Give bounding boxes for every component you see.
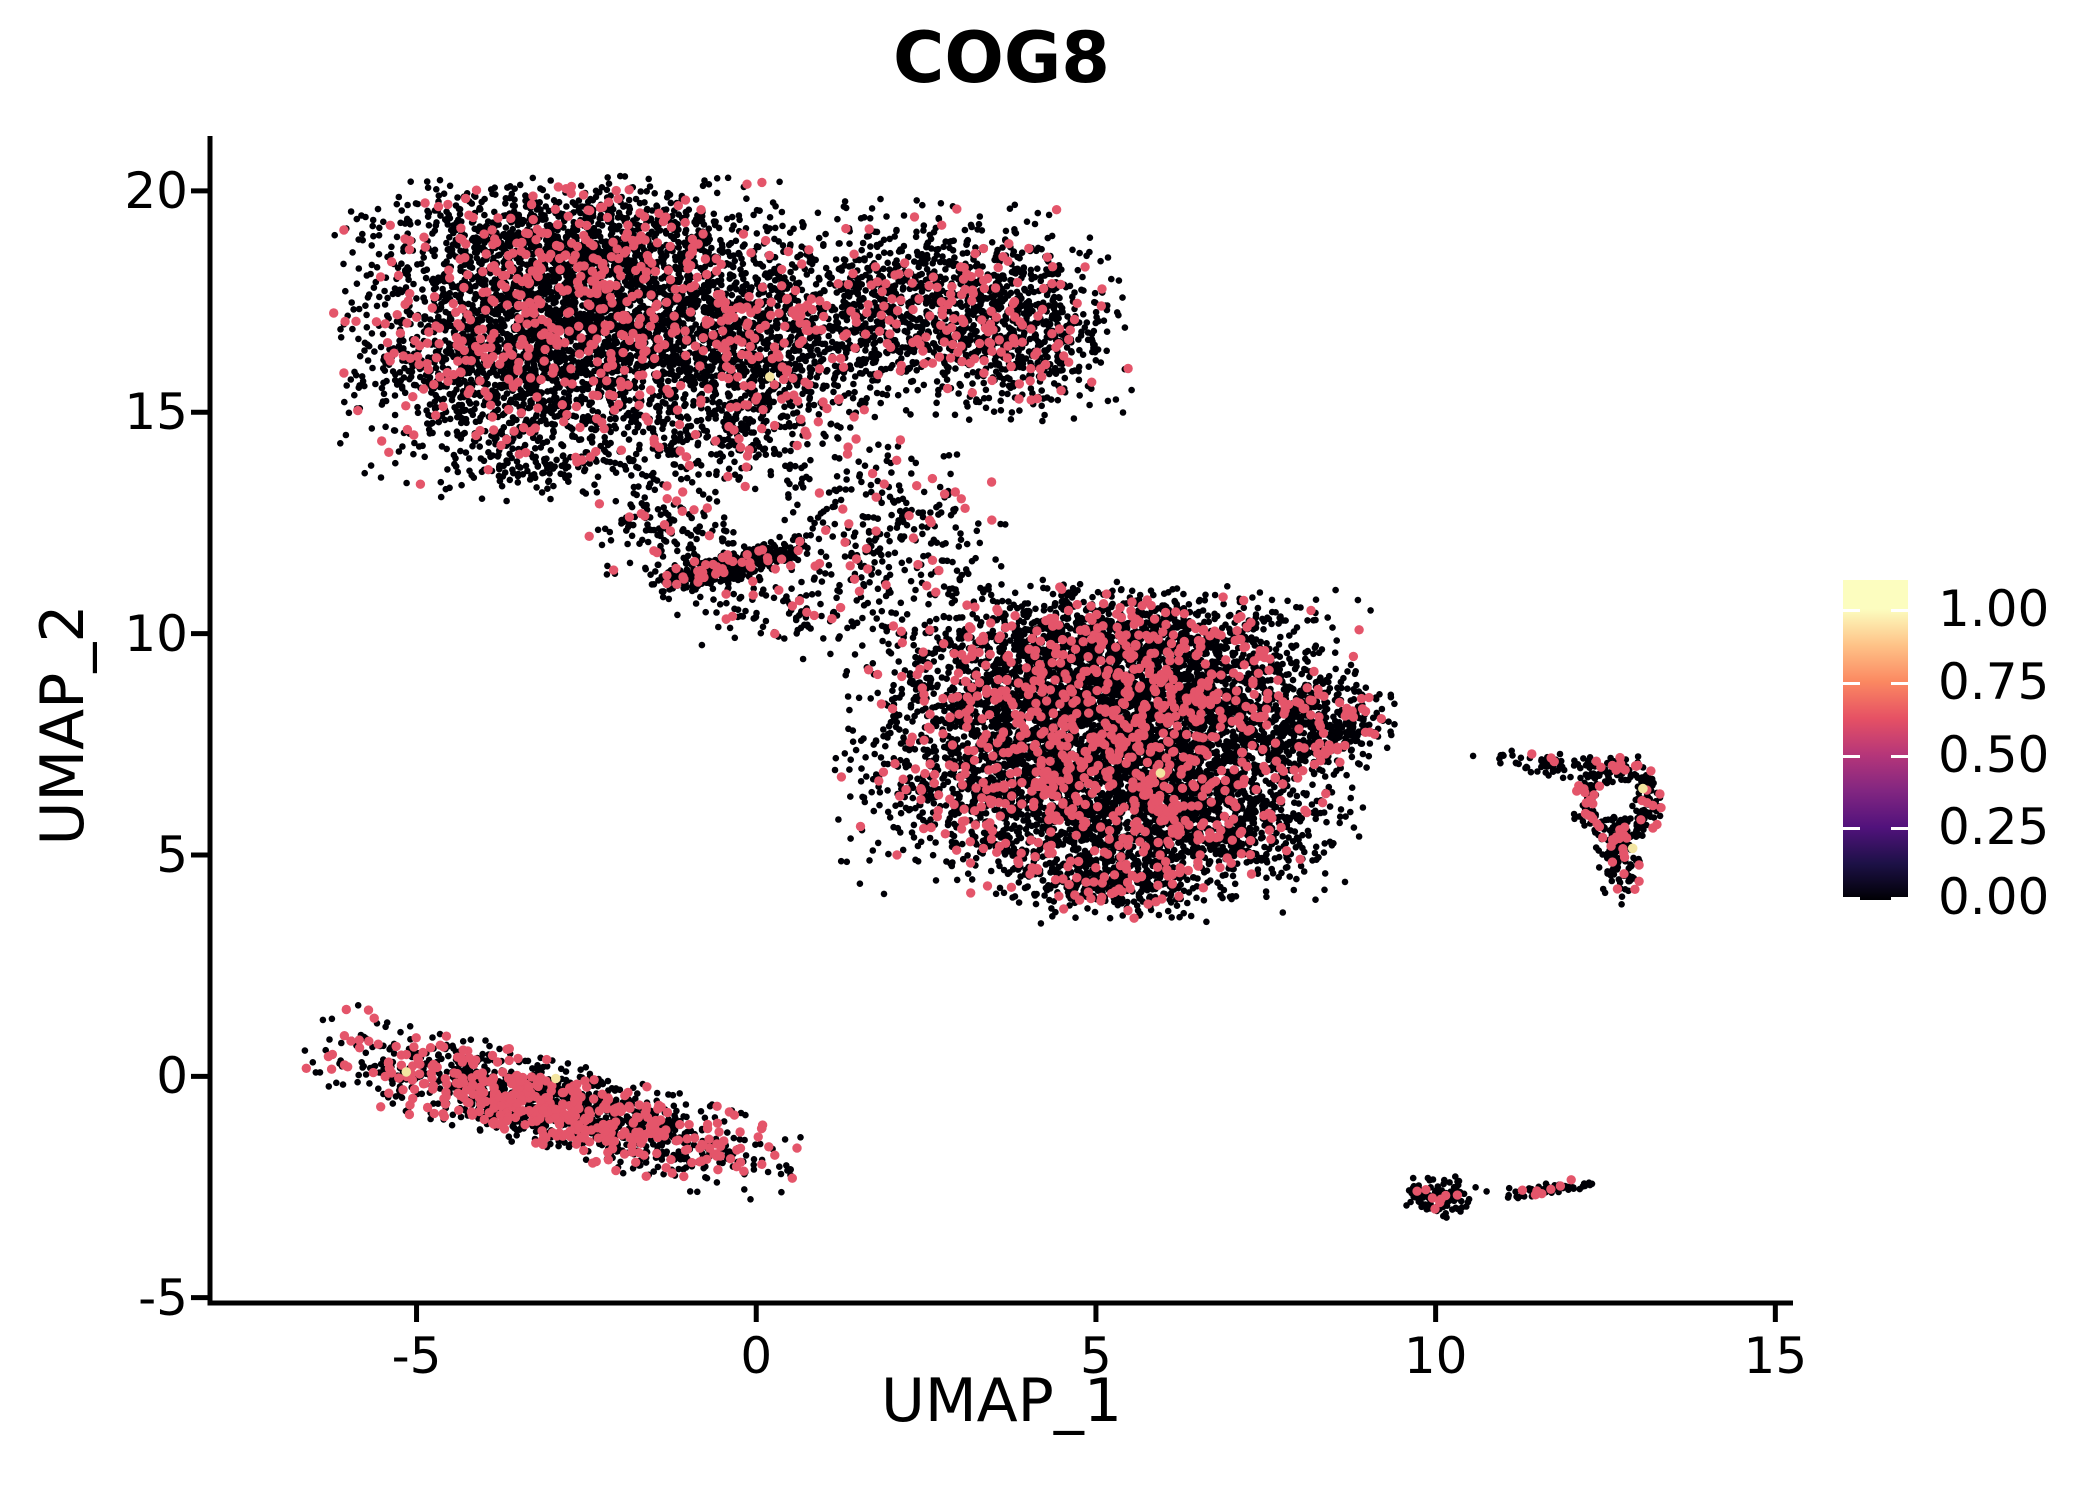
colorbar-tick-mark bbox=[1891, 755, 1908, 758]
x-tick-label: 15 bbox=[1743, 1327, 1808, 1385]
colorbar-tick-label: 0.50 bbox=[1938, 726, 2050, 784]
colorbar-gradient bbox=[1843, 580, 1908, 900]
colorbar-tick-label: 0.75 bbox=[1938, 653, 2050, 711]
colorbar-tick-label: 0.25 bbox=[1938, 798, 2050, 856]
colorbar-tick-label: 1.00 bbox=[1938, 580, 2050, 638]
plot-title: COG8 bbox=[892, 17, 1111, 99]
axis-tick-marks bbox=[191, 188, 1778, 1322]
x-axis-title: UMAP_1 bbox=[880, 1366, 1123, 1436]
y-tick-label: 20 bbox=[124, 161, 188, 220]
colorbar-tick-mark bbox=[1843, 755, 1860, 758]
x-tick-label: 0 bbox=[740, 1327, 773, 1385]
y-tick-label: 0 bbox=[156, 1047, 188, 1106]
y-tick-label: 10 bbox=[124, 604, 188, 663]
colorbar-tick-mark bbox=[1891, 897, 1908, 900]
y-tick-label: -5 bbox=[138, 1268, 188, 1327]
colorbar-tick-label: 0.00 bbox=[1938, 868, 2050, 926]
colorbar-tick-mark bbox=[1891, 609, 1908, 612]
y-tick-label: 15 bbox=[124, 383, 188, 442]
colorbar-tick-mark bbox=[1843, 827, 1860, 830]
y-tick-label: 5 bbox=[156, 825, 188, 884]
colorbar-tick-mark bbox=[1843, 682, 1860, 685]
colorbar-tick-mark bbox=[1891, 827, 1908, 830]
colorbar-tick-mark bbox=[1843, 897, 1860, 900]
scatter-points-high-expression bbox=[401, 372, 1648, 1084]
x-tick-label: -5 bbox=[391, 1327, 442, 1385]
colorbar-tick-mark bbox=[1843, 609, 1860, 612]
colorbar-tick-mark bbox=[1891, 682, 1908, 685]
x-tick-label: 5 bbox=[1080, 1327, 1112, 1385]
axes bbox=[207, 136, 1793, 1306]
x-tick-label: 10 bbox=[1403, 1327, 1468, 1385]
scatter-points-expressing bbox=[301, 177, 1666, 1214]
y-axis-title: UMAP_2 bbox=[28, 604, 98, 846]
colorbar-legend: 1.00 0.75 0.50 0.25 0.00 bbox=[1843, 580, 2100, 926]
